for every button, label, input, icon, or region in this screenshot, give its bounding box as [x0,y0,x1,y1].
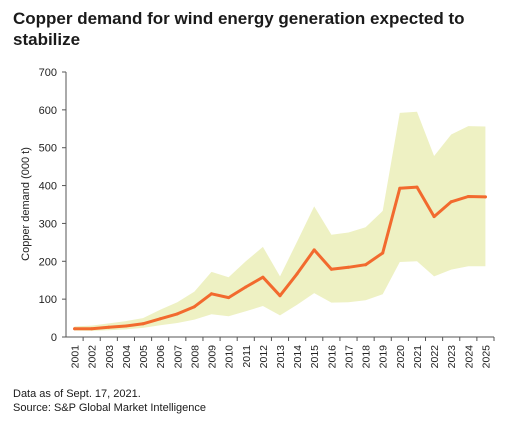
x-tick-label: 2023 [446,345,458,369]
x-tick-label: 2019 [378,345,390,369]
chart-title: Copper demand for wind energy generation… [13,9,465,49]
x-tick-label: 2003 [104,345,116,369]
data-point [192,305,196,309]
data-point [449,200,453,204]
data-point [295,272,299,276]
data-point [261,275,265,279]
data-point [141,322,145,326]
x-tick-label: 2007 [172,345,184,369]
x-tick-label: 2001 [70,345,82,369]
y-tick-label: 400 [39,181,57,193]
data-point [124,324,128,328]
data-point [73,327,77,331]
x-tick-label: 2006 [155,345,167,369]
data-point [398,186,402,190]
x-tick-label: 2017 [344,345,356,369]
data-point [347,265,350,269]
x-tick-label: 2013 [275,345,287,369]
data-point [415,185,419,189]
data-point [381,251,385,255]
data-point [483,195,487,199]
data-point [312,248,316,252]
y-axis-label: Copper demand (000 t) [20,147,32,261]
x-tick-label: 2025 [480,345,492,369]
y-tick-label: 300 [39,218,57,230]
data-point [90,327,94,331]
data-point [210,292,213,296]
tick-label-layer: 0 100 200 300 400 500 600 700 2001 2002 2003 2004 20… [39,67,493,368]
data-point [432,215,436,219]
range-band-layer [74,111,486,331]
y-tick-label: 500 [39,143,57,155]
data-point [158,317,162,321]
data-point [364,263,368,267]
x-tick-label: 2014 [292,345,304,369]
data-point [329,267,333,271]
x-tick-label: 2004 [121,345,133,369]
x-tick-label: 2005 [138,345,150,369]
x-tick-label: 2020 [395,345,407,369]
data-point [466,195,470,198]
y-tick-label: 700 [39,67,57,79]
x-tick-label: 2021 [412,345,424,369]
x-tick-label: 2016 [326,345,338,369]
data-point [107,325,111,329]
x-tick-label: 2022 [429,345,441,369]
y-tick-label: 0 [51,332,57,344]
range-band [74,111,486,331]
y-tick-label: 600 [39,105,57,117]
x-tick-label: 2024 [463,345,475,369]
x-tick-label: 2010 [224,345,236,369]
x-tick-label: 2015 [309,345,321,369]
data-point [227,296,231,300]
footnote-date: Data as of Sept. 17, 2021. [13,388,141,400]
y-tick-label: 200 [39,256,57,268]
data-point [278,294,282,298]
x-tick-label: 2002 [87,345,99,369]
x-tick-label: 2012 [258,345,270,369]
data-point [244,285,248,289]
x-tick-label: 2011 [241,345,253,368]
axis-layer [62,71,495,341]
data-point [175,312,179,316]
series-line-layer [73,185,487,331]
x-tick-label: 2009 [207,345,219,369]
y-tick-label: 100 [39,294,57,306]
footnote-source: Source: S&P Global Market Intelligence [13,402,207,414]
x-tick-label: 2018 [361,345,373,369]
x-tick-label: 2008 [189,345,201,369]
